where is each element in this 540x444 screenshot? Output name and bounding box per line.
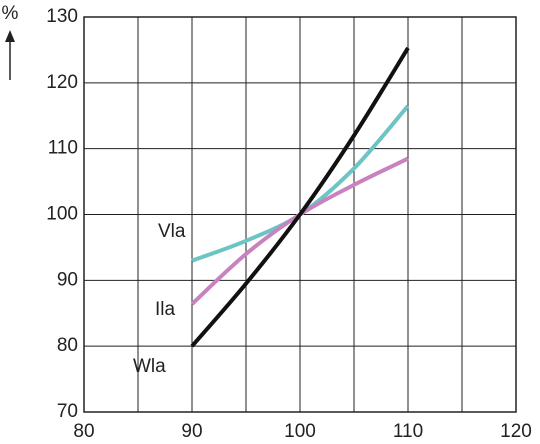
y-tick-label: 100 (46, 204, 78, 225)
x-tick-label: 100 (284, 421, 316, 442)
y-tick-label: 110 (48, 138, 78, 159)
series-label: Vla (158, 221, 186, 242)
series-label: Ila (155, 299, 176, 320)
y-tick-label: 90 (57, 269, 78, 290)
x-tick-label: 90 (181, 421, 202, 442)
y-tick-label: 130 (46, 6, 78, 27)
y-tick-label: 80 (57, 335, 78, 356)
y-tick-label: 120 (46, 72, 78, 93)
y-axis-label: % (2, 3, 19, 24)
line (190, 46, 410, 348)
plot-frame (83, 16, 517, 413)
x-tick-label: 110 (393, 421, 423, 442)
series-label: Wla (133, 356, 166, 377)
x-tick-label: 120 (500, 421, 532, 442)
y-tick-label: 70 (57, 401, 78, 422)
y-arrow-head (5, 30, 15, 42)
x-tick-label: 80 (73, 421, 94, 442)
